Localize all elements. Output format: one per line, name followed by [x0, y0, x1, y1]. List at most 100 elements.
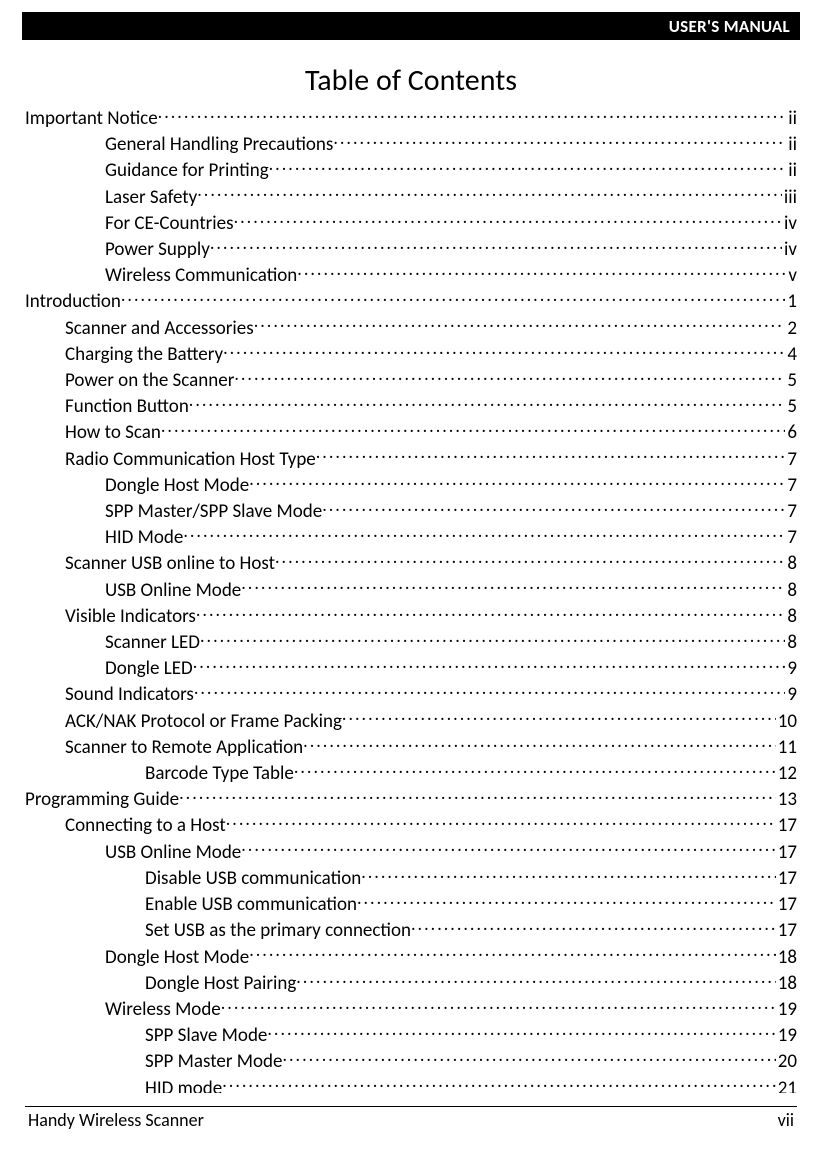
toc-entry-page: 1	[785, 290, 797, 314]
toc-entry-page: 20	[776, 1050, 797, 1074]
toc-entry: Scanner to Remote Application11	[25, 734, 797, 760]
toc-entry: Disable USB communication17	[25, 865, 797, 891]
toc-leader	[193, 655, 786, 674]
toc-entry: Laser Safety iii	[25, 184, 797, 210]
toc-entry: Scanner USB online to Host 8	[25, 550, 797, 576]
footer-right: vii	[778, 1109, 794, 1131]
footer: Handy Wireless Scanner vii	[28, 1109, 794, 1131]
toc-entry-page: ii	[786, 133, 797, 157]
toc-leader	[282, 1048, 775, 1067]
toc-entry-label: Barcode Type Table	[145, 762, 294, 786]
toc-entry: HID Mode7	[25, 524, 797, 550]
toc-entry: Dongle LED 9	[25, 655, 797, 681]
toc-entry-page: 13	[776, 788, 797, 812]
toc-entry-page: 7	[785, 474, 797, 498]
toc-leader	[194, 681, 786, 700]
toc-entry-label: Sound Indicators	[65, 683, 194, 707]
toc-entry-label: Scanner LED	[105, 631, 200, 655]
toc-leader	[411, 917, 776, 936]
toc-leader	[161, 419, 786, 438]
toc-entry-page: 7	[785, 448, 797, 472]
toc-leader	[121, 288, 785, 307]
toc-leader	[267, 1022, 775, 1041]
toc-entry-label: Disable USB communication	[145, 867, 361, 891]
toc-entry: Important Notice ii	[25, 105, 797, 131]
toc-entry: Function Button 5	[25, 393, 797, 419]
toc-entry-page: 17	[776, 919, 797, 943]
toc-entry-page: 8	[785, 579, 797, 603]
toc-entry-label: Dongle Host Pairing	[145, 972, 296, 996]
toc-entry: Visible Indicators8	[25, 603, 797, 629]
toc-leader	[241, 839, 775, 858]
toc-entry-label: Connecting to a Host	[65, 814, 226, 838]
toc-leader	[241, 577, 785, 596]
header-title: USER'S MANUAL	[669, 16, 790, 37]
toc-entry-page: 17	[776, 814, 797, 838]
toc-leader	[197, 184, 782, 203]
toc-entry: Barcode Type Table12	[25, 760, 797, 786]
toc-entry-label: Enable USB communication	[145, 893, 357, 917]
toc-entry-page: 8	[785, 605, 797, 629]
toc-entry: Power on the Scanner5	[25, 367, 797, 393]
toc-entry-label: Radio Communication Host Type	[65, 448, 316, 472]
toc-entry-page: 4	[785, 343, 797, 367]
toc-entry-label: Important Notice	[25, 107, 158, 131]
toc-list: Important NoticeiiGeneral Handling Preca…	[25, 105, 797, 1093]
toc-entry: HID mode21	[25, 1075, 797, 1093]
toc-entry-page: 7	[785, 500, 797, 524]
toc-entry-page: 18	[776, 972, 797, 996]
toc-entry-label: USB Online Mode	[105, 579, 241, 603]
toc-entry-page: 8	[785, 552, 797, 576]
toc-entry-label: Set USB as the primary connection	[145, 919, 411, 943]
toc-leader	[234, 210, 782, 229]
toc-entry-label: ACK/NAK Protocol or Frame Packing	[65, 710, 342, 734]
toc-entry: Wireless Communicationv	[25, 262, 797, 288]
toc-entry-page: ii	[786, 107, 797, 131]
toc-entry-label: Scanner USB online to Host	[65, 552, 275, 576]
toc-entry: Enable USB communication 17	[25, 891, 797, 917]
toc-entry-page: 5	[785, 395, 797, 419]
toc-entry-page: 17	[776, 893, 797, 917]
toc-entry: Set USB as the primary connection 17	[25, 917, 797, 943]
toc-entry: Radio Communication Host Type 7	[25, 446, 797, 472]
toc-entry: Wireless Mode19	[25, 996, 797, 1022]
toc-entry-label: Power Supply	[105, 238, 210, 262]
toc-entry-label: Charging the Battery	[65, 343, 223, 367]
toc-entry-label: HID Mode	[105, 526, 183, 550]
toc-leader	[303, 734, 776, 753]
toc-entry: SPP Master/SPP Slave Mode7	[25, 498, 797, 524]
toc-entry-label: General Handling Precautions	[105, 133, 333, 157]
toc-entry: Charging the Battery 4	[25, 341, 797, 367]
toc-leader	[297, 262, 786, 281]
toc-entry-label: Programming Guide	[25, 788, 179, 812]
toc-entry: Introduction1	[25, 288, 797, 314]
toc-entry: Dongle Host Pairing 18	[25, 970, 797, 996]
toc-entry-label: Wireless Communication	[105, 264, 297, 288]
toc-entry-page: 17	[776, 841, 797, 865]
toc-leader	[357, 891, 776, 910]
toc-entry-page: 9	[785, 683, 797, 707]
toc-entry-label: Dongle LED	[105, 657, 193, 681]
toc-entry-label: Dongle Host Mode	[105, 946, 249, 970]
toc-leader	[254, 315, 786, 334]
toc-entry: General Handling Precautions ii	[25, 131, 797, 157]
toc-leader	[296, 970, 775, 989]
toc-entry: Dongle Host Mode18	[25, 944, 797, 970]
toc-entry-label: Power on the Scanner	[65, 369, 234, 393]
toc-leader	[222, 1075, 775, 1093]
toc-entry-label: SPP Slave Mode	[145, 1024, 267, 1048]
toc-entry: USB Online Mode 8	[25, 577, 797, 603]
toc-leader	[221, 996, 776, 1015]
toc-leader	[322, 498, 785, 517]
header-bar: USER'S MANUAL	[22, 12, 800, 40]
toc-entry-label: Laser Safety	[105, 186, 197, 210]
toc-leader	[179, 786, 776, 805]
toc-entry-page: 9	[785, 657, 797, 681]
toc-entry-label: Function Button	[65, 395, 189, 419]
toc-entry-page: iii	[782, 186, 797, 210]
toc-entry-page: 2	[785, 317, 797, 341]
toc-entry: For CE-Countriesiv	[25, 210, 797, 236]
toc-leader	[196, 603, 785, 622]
toc-entry: How to Scan6	[25, 419, 797, 445]
toc-leader	[269, 157, 787, 176]
